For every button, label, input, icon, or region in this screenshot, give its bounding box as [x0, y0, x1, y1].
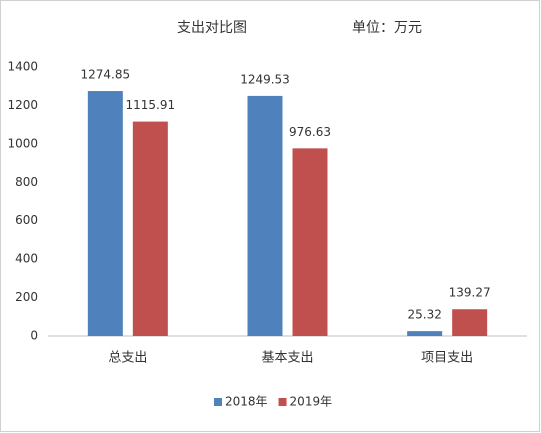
y-tick-label: 600	[15, 213, 38, 227]
bar	[132, 121, 168, 336]
value-label: 1274.85	[81, 68, 131, 82]
x-tick-label: 基本支出	[261, 351, 313, 366]
bar	[247, 95, 283, 336]
value-label: 139.27	[449, 286, 491, 300]
chart-subtitle: 单位：万元	[352, 20, 422, 36]
bar	[87, 91, 123, 336]
y-tick-label: 400	[15, 252, 38, 266]
legend-swatch	[278, 398, 287, 406]
value-label: 1115.91	[126, 98, 176, 112]
bar	[407, 331, 443, 336]
bar	[452, 309, 488, 336]
y-tick-label: 1200	[7, 98, 38, 112]
y-tick-label: 1400	[7, 60, 38, 74]
value-label: 25.32	[407, 308, 441, 322]
x-tick-label: 总支出	[108, 351, 147, 366]
value-label: 976.63	[289, 125, 331, 139]
value-label: 1249.53	[240, 72, 290, 86]
chart-title: 支出对比图	[177, 20, 247, 36]
y-tick-label: 0	[30, 329, 38, 343]
legend-label: 2019年	[290, 395, 333, 409]
x-tick-label: 项目支出	[421, 351, 473, 366]
y-tick-label: 1000	[7, 136, 38, 150]
y-tick-label: 200	[15, 290, 38, 304]
bar	[292, 148, 328, 336]
y-tick-label: 800	[15, 175, 38, 189]
legend-label: 2018年	[225, 395, 268, 409]
legend-swatch	[214, 398, 222, 406]
